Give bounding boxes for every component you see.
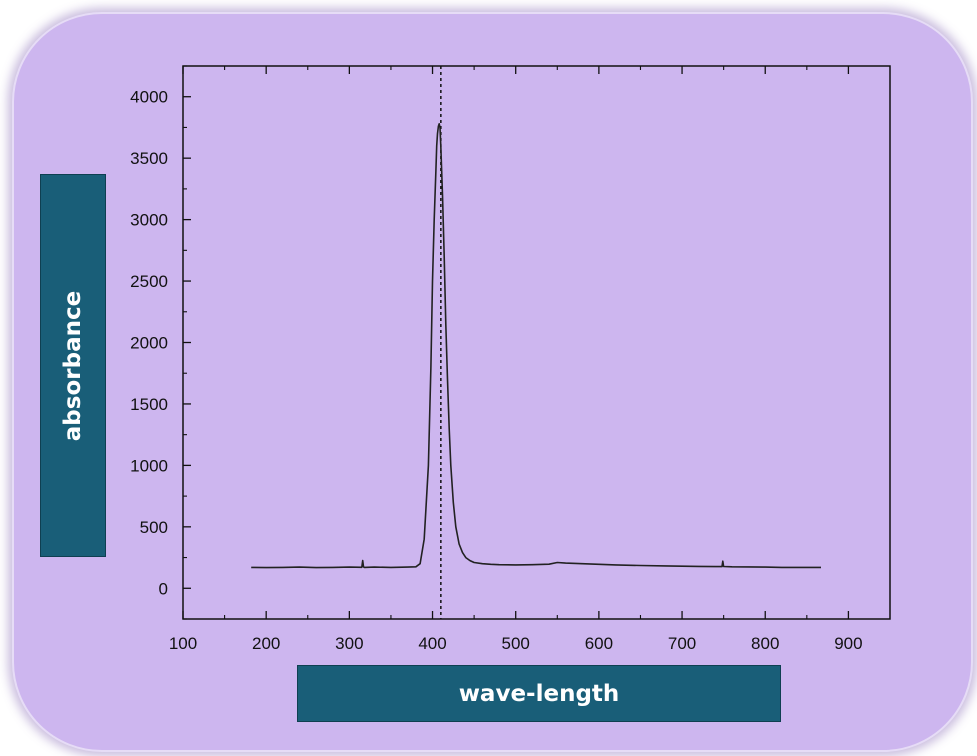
y-tick-label: 4000: [130, 88, 168, 107]
y-tick-label: 500: [140, 518, 168, 537]
absorbance-series-line: [251, 123, 821, 569]
x-tick-label: 400: [418, 634, 446, 653]
y-axis-ticks: 0 500 1000 1500 2000 2500 3000 3500 4000: [130, 65, 191, 620]
y-axis-label: absorbance: [40, 174, 106, 557]
y-axis-label-text: absorbance: [60, 290, 87, 441]
y-tick-label: 1000: [130, 456, 168, 475]
x-tick-label: 500: [502, 634, 530, 653]
x-tick-label: 700: [668, 634, 696, 653]
y-tick-label: 2500: [130, 272, 168, 291]
x-axis-label: wave-length: [297, 665, 781, 722]
x-tick-label: 900: [834, 634, 862, 653]
x-tick-label: 600: [585, 634, 613, 653]
x-tick-label: 100: [169, 634, 197, 653]
chart-panel: [12, 12, 973, 752]
y-tick-label: 1500: [130, 395, 168, 414]
y-tick-label: 0: [159, 579, 168, 598]
x-tick-label: 200: [252, 634, 280, 653]
plot-area-frame: [182, 65, 891, 620]
y-tick-label: 2000: [130, 334, 168, 353]
x-tick-label: 800: [751, 634, 779, 653]
y-tick-label: 3000: [130, 211, 168, 230]
y-tick-label: 3500: [130, 149, 168, 168]
x-axis-ticks: 100 200 300 400 500 600 700 800 900: [169, 66, 863, 653]
x-tick-label: 300: [335, 634, 363, 653]
